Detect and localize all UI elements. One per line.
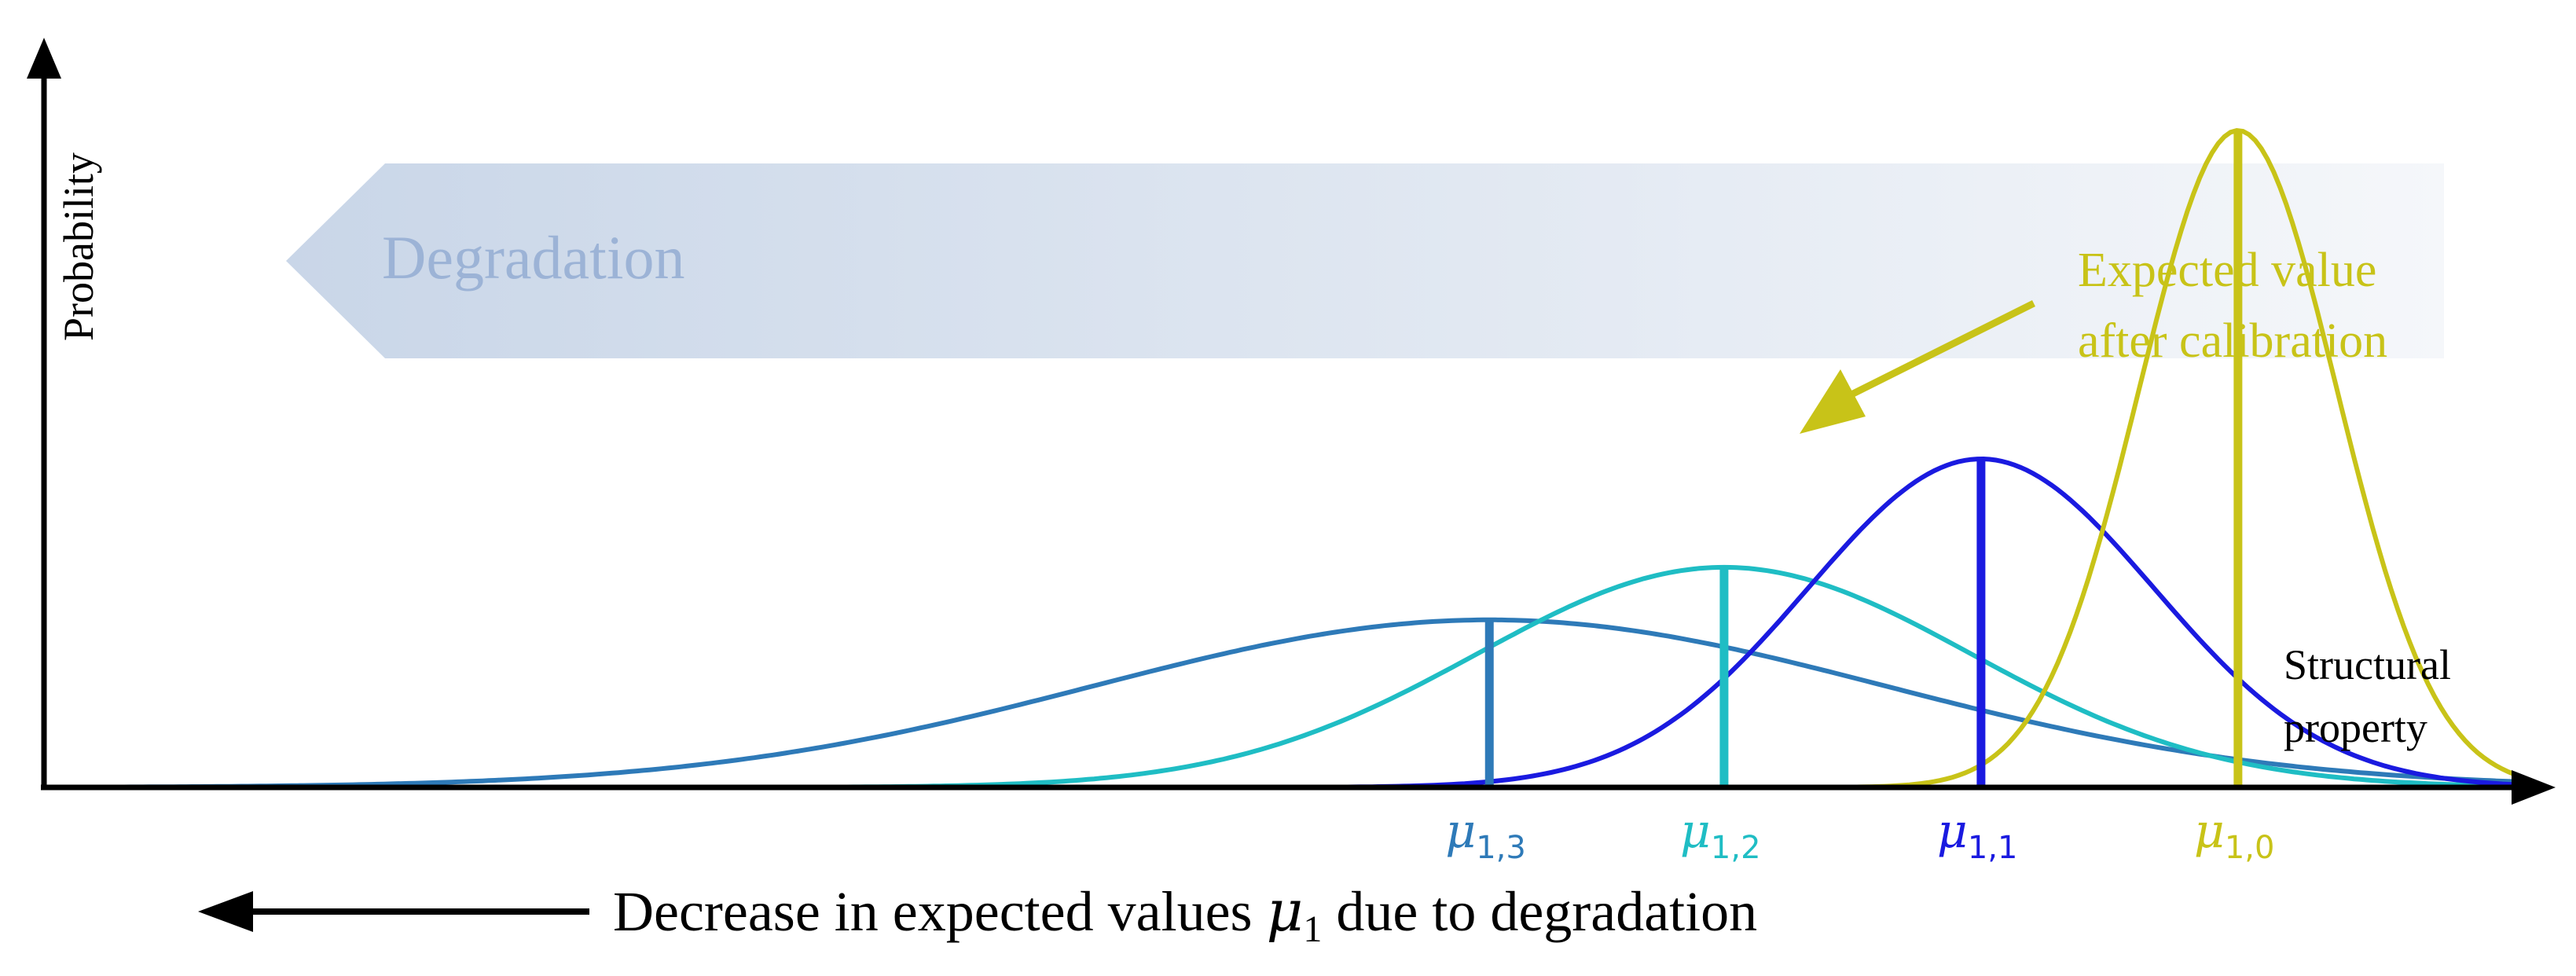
caption-subscript: 1 [1303,908,1322,950]
annotation-line1: Expected value [2078,244,2376,297]
degradation-label: Degradation [382,223,685,292]
caption-arrowhead [198,891,253,932]
mean-lines [1484,130,2243,787]
caption-prefix: Decrease in expected values [613,880,1267,943]
degradation-banner-arrow [286,163,2444,358]
mean-label-mu12: μ1,2 [1680,804,1761,866]
mean-label-mu11: μ1,1 [1937,804,2018,866]
y-axis-arrowhead [27,38,61,79]
x-axis-label-line2: property [2284,704,2427,751]
curve-mu12 [44,564,2515,790]
annotation-arrow-shaft [1837,299,2036,405]
annotation-arrowhead [1800,369,1866,434]
caption-suffix: due to degradation [1322,880,1757,943]
curve-mu11 [44,456,2515,790]
annotation-line2: after calibration [2078,314,2387,368]
caption-symbol: μ [1267,878,1304,944]
y-axis-label: Probability [55,152,102,341]
x-axis-arrowhead [2512,770,2556,805]
mean-label-mu10: μ1,0 [2194,804,2275,866]
bottom-caption: Decrease in expected values μ1 due to de… [613,878,1757,950]
mean-label-mu13: μ1,3 [1445,804,1526,866]
mean-labels: μ1,3 μ1,2 μ1,1 μ1,0 [1445,804,2274,866]
curve-mu13 [44,617,2515,790]
x-axis-label-line1: Structural [2284,641,2451,688]
